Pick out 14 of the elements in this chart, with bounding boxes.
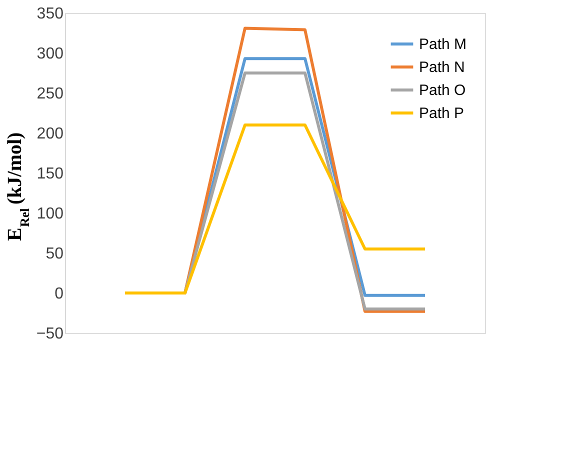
legend-label: Path M xyxy=(419,36,467,53)
y-tick-label: −50 xyxy=(36,326,64,342)
y-axis-title: ERel (kJ/mol) xyxy=(4,132,32,241)
legend-label: Path N xyxy=(419,59,465,76)
legend-label: Path P xyxy=(419,105,464,122)
y-tick-label: 350 xyxy=(36,6,64,22)
y-tick-label: 250 xyxy=(36,86,64,102)
y-tick-label: 0 xyxy=(54,286,64,302)
y-tick-label: 150 xyxy=(36,166,64,182)
y-tick-label: 300 xyxy=(36,46,64,62)
y-tick-label: 200 xyxy=(36,126,64,142)
y-tick-label: 50 xyxy=(46,246,64,262)
legend-label: Path O xyxy=(419,82,466,99)
y-tick-label: 100 xyxy=(36,206,64,222)
